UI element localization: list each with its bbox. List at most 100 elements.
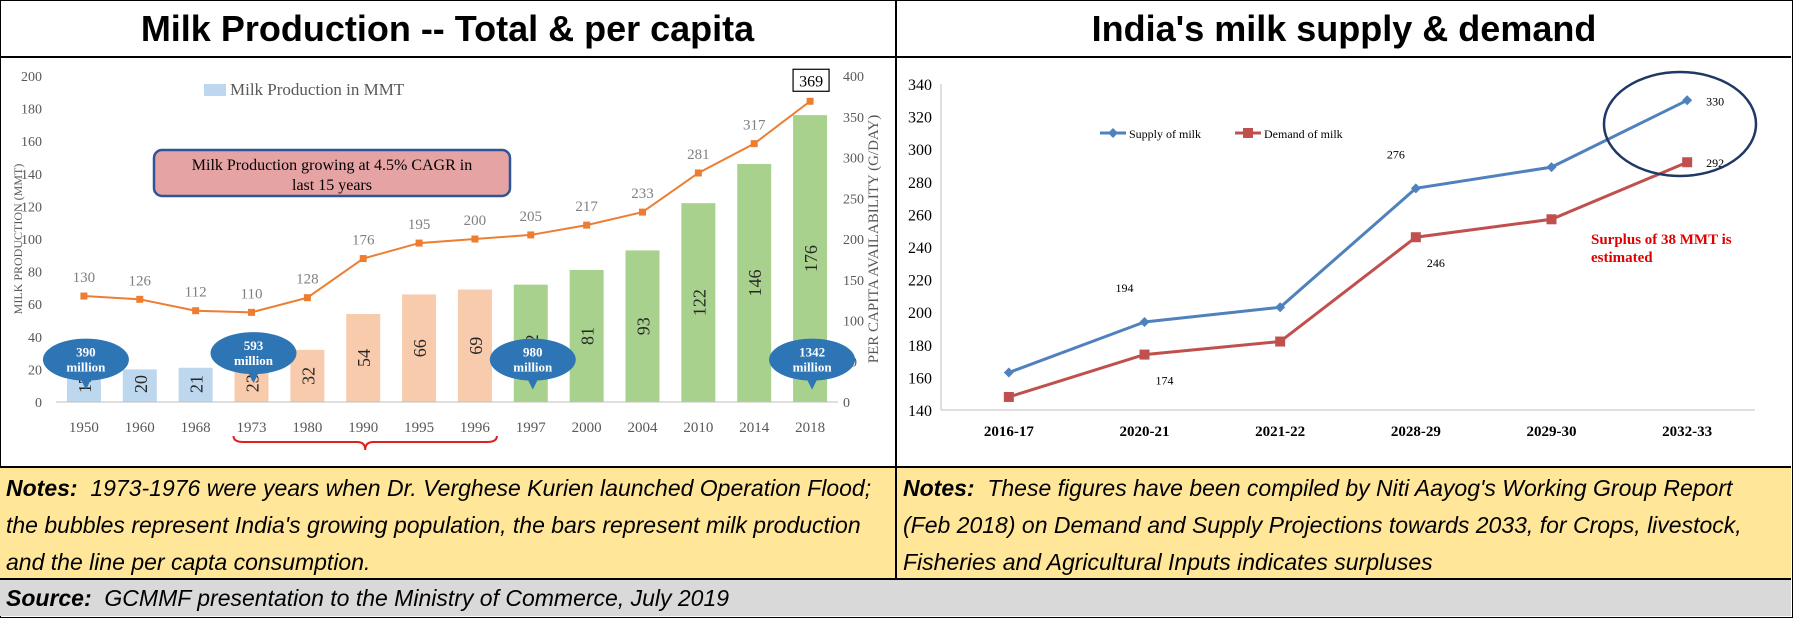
right-ytick-label: 350 (843, 111, 864, 126)
bubble-label: million (66, 360, 106, 375)
left-ytick-label: 120 (21, 200, 42, 215)
x-tick-label: 1980 (292, 420, 322, 436)
source-line: Source: GCMMF presentation to the Minist… (0, 578, 1791, 616)
ytick-label: 340 (908, 77, 932, 94)
ytick-label: 160 (908, 370, 932, 387)
x-tick-label: 1950 (69, 420, 99, 436)
ytick-label: 300 (908, 142, 932, 159)
line-marker (303, 294, 311, 302)
x-tick-label: 2016-17 (984, 424, 1034, 440)
highlight-circle (1602, 70, 1758, 178)
left-notes-text: 1973-1976 were years when Dr. Verghese K… (6, 475, 872, 575)
bar-value-label: 93 (634, 317, 654, 335)
surplus-annotation-line: estimated (1591, 250, 1653, 266)
right-notes-text: These figures have been compiled by Niti… (903, 475, 1742, 575)
cagr-annotation-line: last 15 years (292, 177, 372, 194)
left-y-axis-label: MILK PRODUCTION (MMT) (11, 164, 25, 315)
bubble-pointer (247, 371, 260, 384)
line-value-label: 217 (575, 199, 598, 215)
highlight-box (792, 68, 830, 92)
supply-marker (1139, 316, 1150, 327)
source-text: GCMMF presentation to the Ministry of Co… (104, 585, 730, 611)
bar (290, 349, 325, 402)
left-ytick-label: 180 (21, 103, 42, 118)
bar (569, 269, 604, 402)
demand-marker (1410, 232, 1421, 243)
right-panel-title: India's milk supply & demand (897, 0, 1791, 58)
bar-value-label: 21 (187, 375, 207, 393)
x-tick-label: 1996 (460, 420, 491, 436)
bar (681, 203, 716, 402)
line-value-label: 112 (185, 285, 207, 301)
left-ytick-label: 160 (21, 135, 42, 150)
supply-line (1008, 98, 1688, 374)
demand-marker (1139, 349, 1150, 360)
bubble-label: million (234, 353, 274, 368)
surplus-annotation-line: Surplus of 38 MMT is (1591, 232, 1732, 248)
ytick-label: 200 (908, 305, 932, 322)
bar (346, 313, 381, 402)
line-value-label: 317 (743, 118, 766, 134)
demand-marker (1682, 157, 1693, 168)
line-marker (639, 208, 646, 216)
right-ytick-label: 300 (843, 152, 864, 167)
x-tick-label: 2029-30 (1527, 424, 1577, 440)
right-ytick-label: 100 (843, 315, 864, 330)
bubble-label: 1342 (799, 345, 825, 360)
x-tick-label: 1973 (237, 420, 267, 436)
cagr-annotation-box (152, 148, 512, 198)
demand-marker (1546, 214, 1557, 225)
right-notes-label: Notes: (903, 475, 975, 501)
x-tick-label: 2021-22 (1255, 424, 1305, 440)
bubble-pointer (526, 377, 539, 390)
line-marker (471, 235, 479, 243)
line-marker (806, 97, 814, 105)
bar-value-label: 176 (801, 245, 821, 272)
population-bubble (489, 338, 576, 381)
line-marker (248, 308, 255, 316)
x-tick-label: 2028-29 (1391, 424, 1441, 440)
bar-value-label: 54 (354, 349, 374, 367)
data-value-label: 194 (1116, 281, 1134, 295)
line-value-label: 130 (73, 270, 96, 286)
bar (178, 367, 213, 402)
x-tick-label: 2032-33 (1662, 424, 1712, 440)
per-capita-line (83, 100, 811, 314)
line-value-label: 200 (464, 213, 487, 229)
line-marker (136, 295, 144, 303)
right-ytick-label: 200 (843, 233, 864, 248)
supply-marker (1003, 367, 1014, 378)
population-bubble (769, 338, 856, 381)
x-tick-label: 2000 (572, 420, 602, 436)
x-tick-label: 2004 (628, 420, 659, 436)
ytick-label: 260 (908, 207, 932, 224)
right-ytick-label: 250 (843, 192, 864, 207)
operation-flood-brace (232, 435, 498, 451)
bubble-pointer (806, 377, 819, 390)
panel-divider (895, 0, 897, 578)
ytick-label: 320 (908, 110, 932, 127)
source-label: Source: (6, 585, 92, 611)
x-tick-label: 1968 (181, 420, 211, 436)
left-panel-title: Milk Production -- Total & per capita (0, 0, 895, 58)
line-value-label: 233 (631, 186, 654, 202)
supply-demand-chart: 140 160 180 200 220 240 260 280 300 320 340 2016-17… (908, 70, 1758, 440)
line-marker (80, 292, 88, 300)
line-value-label: 176 (352, 233, 375, 249)
bar-value-label: 32 (298, 367, 318, 385)
legend-supply-marker (1108, 128, 1118, 138)
line-value-label: 281 (687, 147, 710, 163)
line-marker (583, 221, 591, 229)
right-ytick-label: 0 (843, 396, 850, 411)
line-marker (359, 255, 367, 263)
ytick-label: 240 (908, 240, 932, 257)
left-ytick-label: 60 (28, 298, 42, 313)
x-tick-label: 1990 (348, 420, 378, 436)
bar (402, 294, 437, 402)
left-ytick-label: 20 (28, 363, 42, 378)
supply-marker (1546, 162, 1557, 173)
data-value-label: 330 (1706, 94, 1724, 108)
left-ytick-label: 80 (28, 266, 42, 281)
bar-value-label: 23 (243, 374, 263, 392)
bubble-label: 390 (76, 345, 96, 360)
